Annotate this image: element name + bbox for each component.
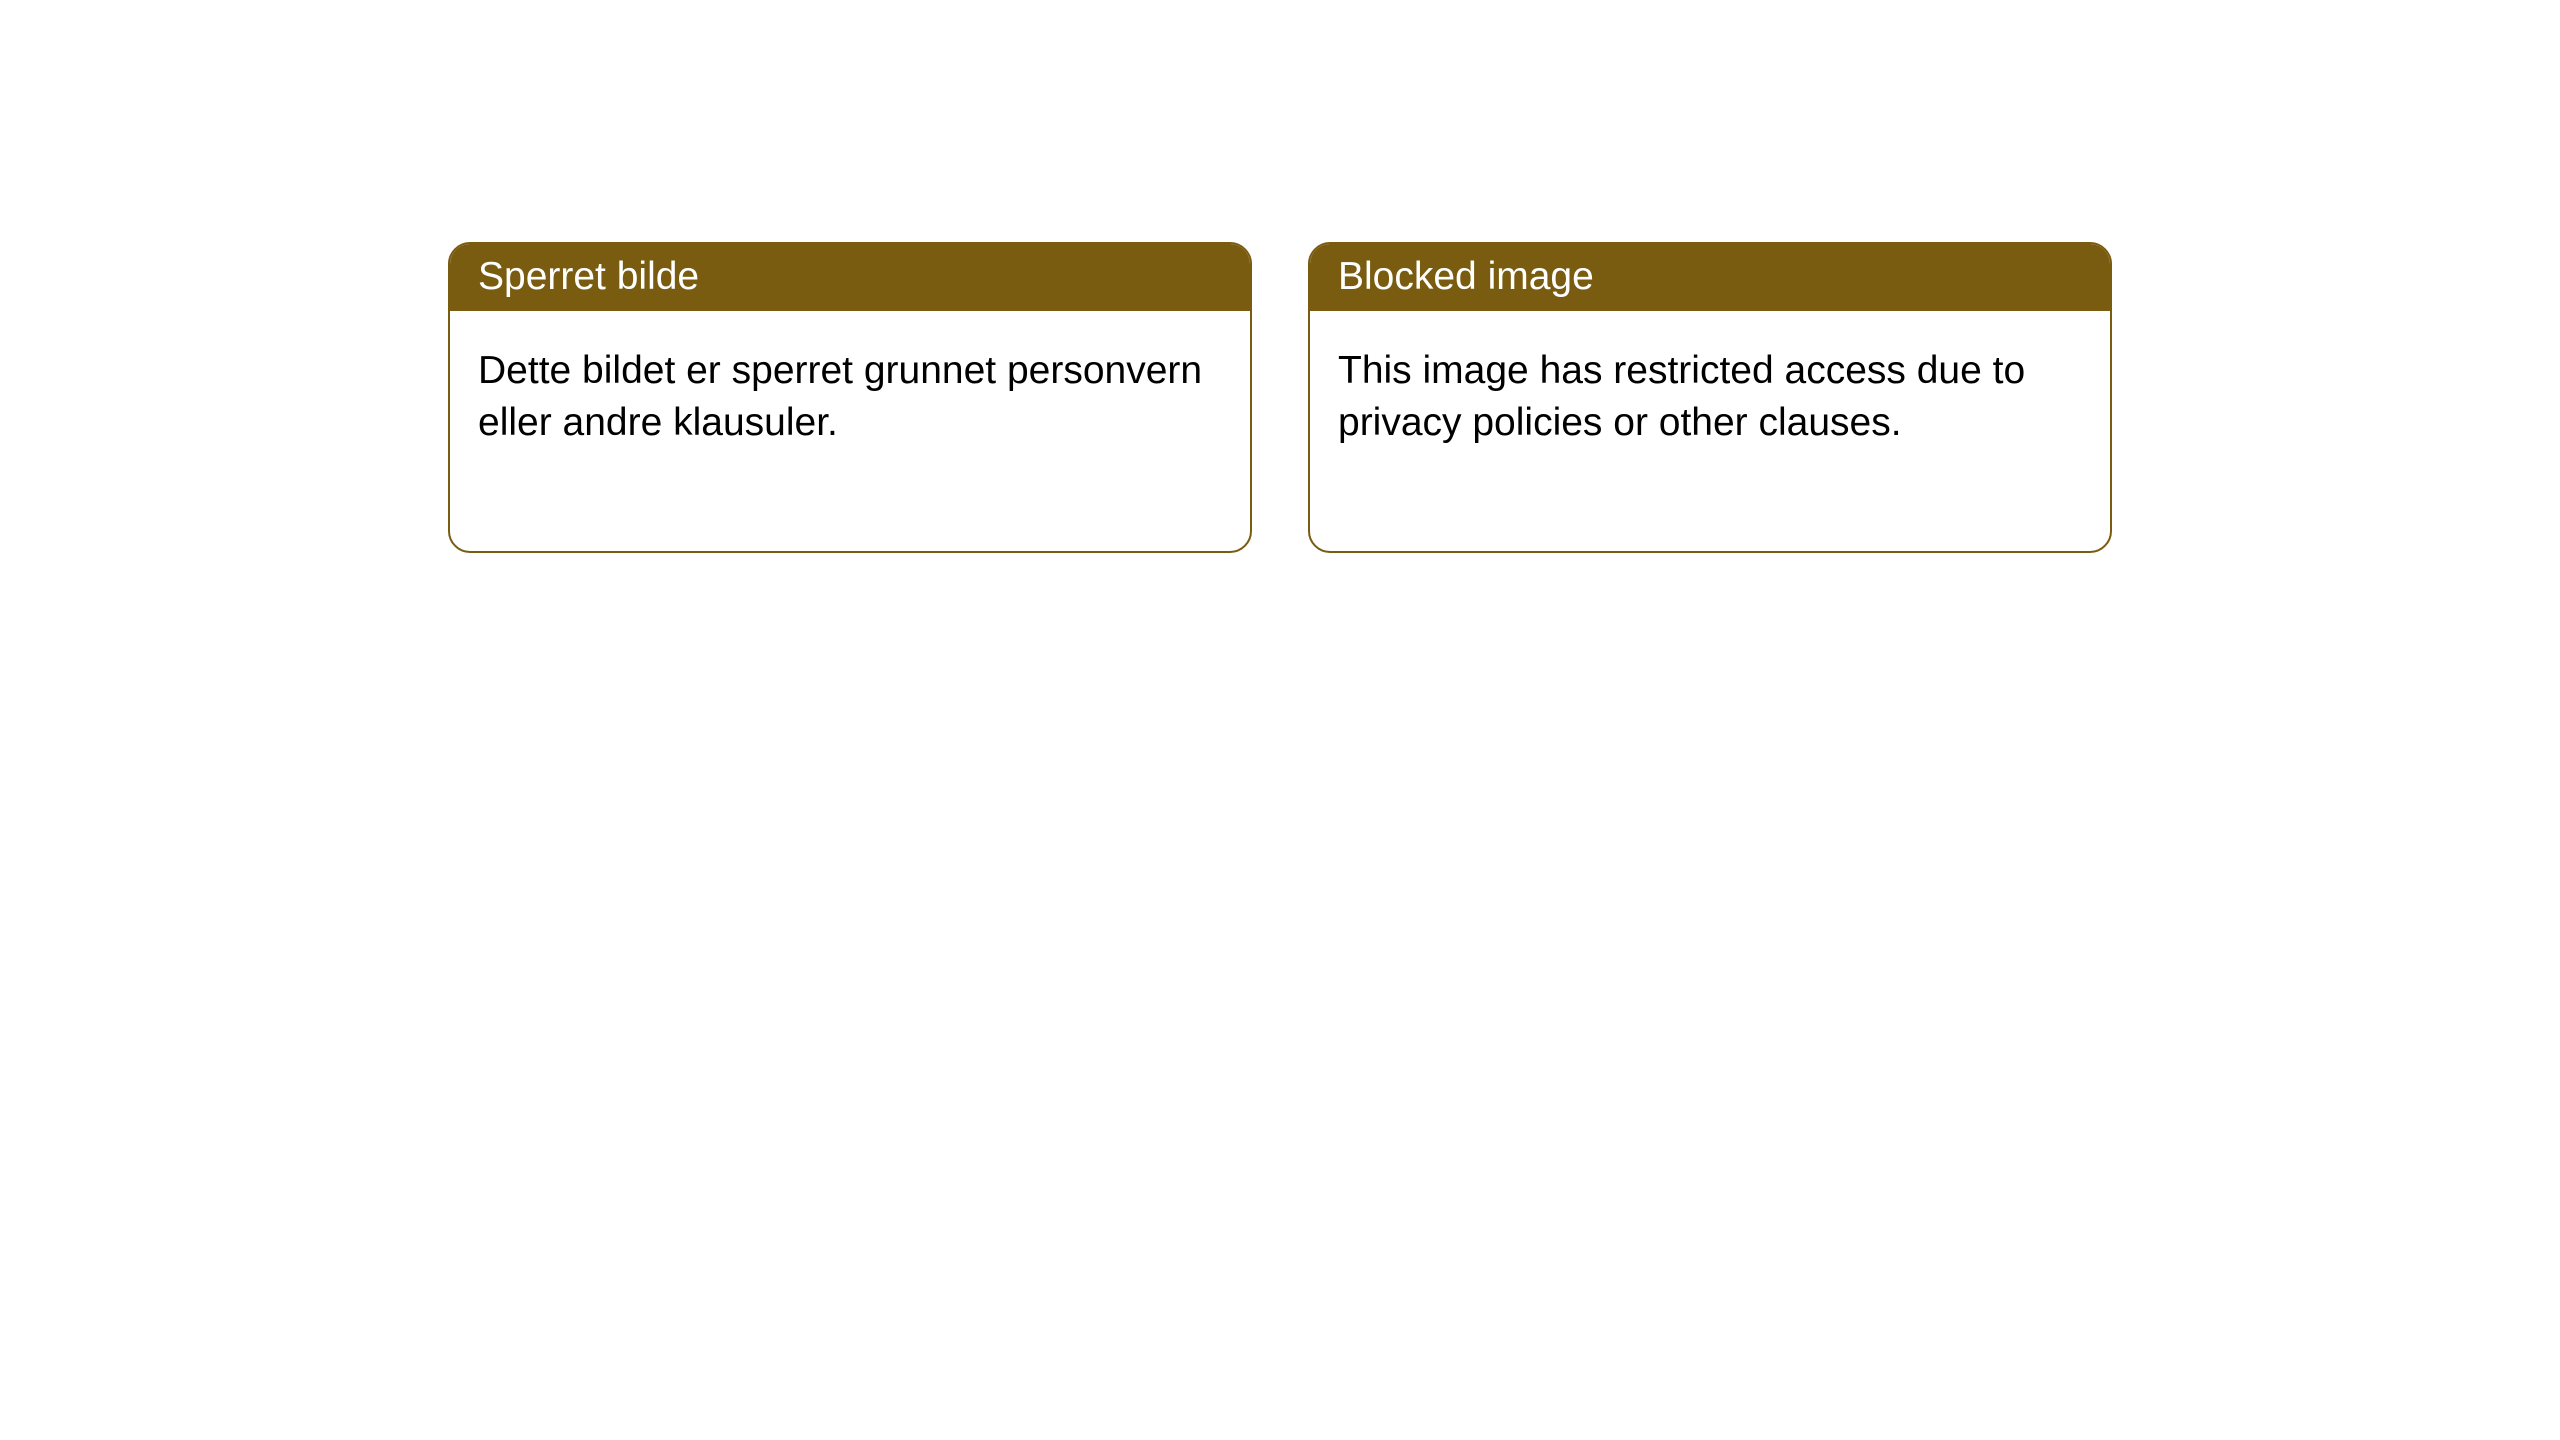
notice-card-english: Blocked image This image has restricted … xyxy=(1308,242,2112,553)
notice-container: Sperret bilde Dette bildet er sperret gr… xyxy=(448,242,2112,553)
notice-card-title: Blocked image xyxy=(1310,244,2110,311)
notice-card-body: Dette bildet er sperret grunnet personve… xyxy=(450,311,1250,551)
notice-card-title: Sperret bilde xyxy=(450,244,1250,311)
notice-card-body: This image has restricted access due to … xyxy=(1310,311,2110,551)
notice-card-norwegian: Sperret bilde Dette bildet er sperret gr… xyxy=(448,242,1252,553)
